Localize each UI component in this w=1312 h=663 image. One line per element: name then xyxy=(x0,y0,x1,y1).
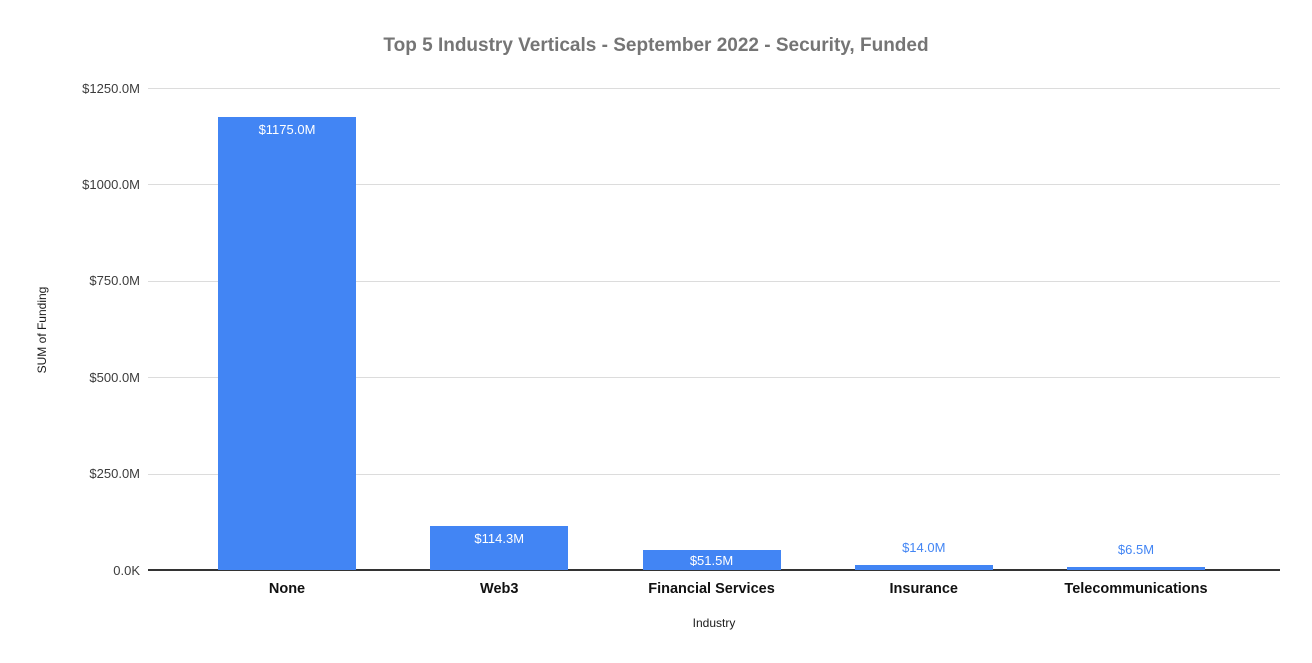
bar-value-label: $6.5M xyxy=(1117,542,1155,558)
bar-web3[interactable] xyxy=(430,525,569,570)
bar-value-label: $1175.0M xyxy=(258,121,316,137)
bar-value-label: $14.0M xyxy=(902,539,946,555)
x-axis-line xyxy=(148,569,1280,571)
y-axis-tick-label: $1000.0M xyxy=(82,176,140,192)
x-axis-category-label: Financial Services xyxy=(648,581,775,597)
bar-value-label: $114.3M xyxy=(474,530,525,546)
bar-financial-services[interactable] xyxy=(642,550,781,570)
bar-none[interactable] xyxy=(218,116,356,570)
x-axis-category-label: Telecommunications xyxy=(1064,581,1208,597)
x-axis-title: Industry xyxy=(692,616,736,630)
chart-title: Top 5 Industry Verticals - September 202… xyxy=(383,35,929,56)
bar-value-label: $51.5M xyxy=(689,552,734,568)
bar-insurance[interactable] xyxy=(854,564,993,570)
gridline xyxy=(148,184,1280,186)
bar-telecommunications[interactable] xyxy=(1067,567,1205,570)
y-axis-tick-label: $1250.0M xyxy=(82,80,140,96)
x-axis-category-label: None xyxy=(268,581,306,597)
gridline xyxy=(148,88,1280,89)
gridline xyxy=(148,473,1280,475)
y-axis-tick-label: $750.0M xyxy=(89,273,140,289)
x-axis-category-label: Web3 xyxy=(480,581,519,597)
y-axis-title: SUM of Funding xyxy=(35,286,49,374)
y-axis-tick-label: 0.0K xyxy=(113,562,140,578)
x-axis-category-label: Insurance xyxy=(889,581,959,597)
y-axis-tick-label: $250.0M xyxy=(89,466,140,482)
y-axis-tick-label: $500.0M xyxy=(89,369,140,385)
gridline xyxy=(148,280,1280,282)
gridline xyxy=(148,377,1280,379)
